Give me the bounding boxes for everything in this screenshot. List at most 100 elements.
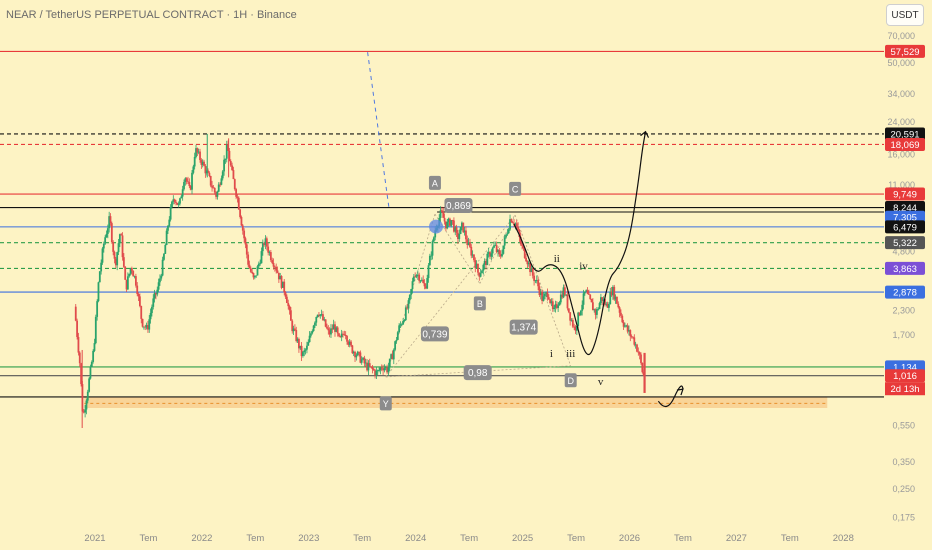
- candle-body: [147, 325, 149, 330]
- x-tick-label: Tem: [781, 533, 799, 544]
- candle-body: [98, 271, 101, 283]
- candle-body: [379, 367, 382, 371]
- candle-body: [538, 286, 541, 296]
- price-tag: 6,479: [885, 220, 925, 234]
- candle-body: [289, 310, 292, 321]
- candle-body: [233, 179, 236, 190]
- fib-ratio-label: 0,869: [446, 201, 471, 212]
- candle-body: [164, 245, 167, 254]
- candle-body: [291, 320, 294, 332]
- wave-label: iv: [579, 261, 588, 273]
- candle-body: [236, 196, 239, 198]
- candle-body: [215, 192, 217, 197]
- candle-body: [304, 349, 307, 351]
- candle-body: [323, 319, 326, 321]
- candle-body: [168, 219, 171, 226]
- candle-body: [281, 281, 284, 288]
- candle-body: [463, 230, 466, 233]
- candle-body: [587, 293, 590, 295]
- candle-body: [608, 304, 610, 308]
- candle-body: [132, 270, 135, 277]
- candle-body: [263, 243, 266, 245]
- candle-body: [618, 307, 621, 313]
- candle-body: [396, 332, 399, 340]
- candle-body: [483, 261, 486, 265]
- candle-body: [285, 296, 288, 303]
- candle-body: [260, 251, 263, 264]
- candle-body: [303, 350, 306, 353]
- candle-body: [267, 246, 270, 253]
- candle-body: [638, 352, 641, 355]
- candle-body: [392, 349, 395, 360]
- candle-body: [407, 300, 410, 309]
- candle-body: [173, 199, 176, 202]
- candle-body: [561, 294, 564, 298]
- candle-body: [112, 242, 115, 252]
- price-tag-bg: [885, 285, 925, 299]
- candle-body: [602, 299, 605, 301]
- candle-body: [416, 274, 419, 276]
- x-tick-label: 2027: [726, 533, 747, 544]
- candle-body: [479, 273, 482, 277]
- candle-body: [412, 276, 415, 282]
- candle-body: [109, 216, 112, 224]
- candle-body: [255, 275, 258, 277]
- candle-body: [523, 248, 526, 259]
- candle-body: [299, 345, 302, 349]
- candle-body: [106, 228, 109, 234]
- candle-body: [522, 245, 525, 249]
- price-tag: 5,322: [885, 236, 925, 250]
- price-tag-label: 6,479: [893, 222, 917, 233]
- candle-body: [227, 144, 229, 151]
- candle-body: [104, 237, 107, 244]
- candle-body: [571, 319, 574, 327]
- candle-body: [204, 165, 207, 174]
- candle-body: [225, 144, 228, 159]
- wave-label: v: [598, 376, 604, 388]
- candle-body: [334, 324, 336, 332]
- candle-body: [422, 279, 425, 284]
- candle-body: [251, 271, 254, 274]
- candle-body: [617, 303, 620, 308]
- candle-body: [609, 291, 612, 305]
- candle-body: [400, 324, 403, 326]
- candle-body: [312, 325, 315, 332]
- candle-body: [478, 272, 481, 277]
- candle-body: [138, 296, 141, 307]
- candle-body: [167, 225, 169, 231]
- price-tag-bg: [885, 187, 925, 201]
- candle-body: [354, 351, 356, 358]
- candle-body: [149, 313, 152, 320]
- candle-body: [322, 314, 324, 321]
- candle-body: [311, 331, 314, 334]
- candle-body: [82, 411, 85, 413]
- currency-unit-button[interactable]: USDT: [886, 4, 924, 26]
- candle-body: [574, 326, 577, 331]
- candle-body: [490, 253, 493, 257]
- candle-body: [411, 281, 414, 290]
- candle-body: [605, 303, 608, 305]
- candle-body: [586, 290, 589, 294]
- candle-body: [402, 321, 405, 325]
- candle-body: [307, 342, 310, 346]
- candle-body: [108, 216, 111, 229]
- candle-body: [192, 166, 195, 173]
- candle-body: [292, 328, 295, 332]
- candle-body: [360, 359, 363, 363]
- price-tag: 20,591: [885, 127, 925, 140]
- candle-body: [398, 325, 401, 333]
- candle-body: [187, 181, 189, 183]
- candle-body: [487, 252, 490, 254]
- countdown-tag-bg: [885, 382, 925, 396]
- candle-body: [256, 266, 259, 276]
- candle-body: [434, 230, 437, 238]
- candle-body: [76, 320, 78, 338]
- candle-body: [125, 279, 128, 290]
- candle-body: [134, 276, 137, 286]
- candle-body: [624, 325, 626, 327]
- candle-body: [113, 251, 116, 259]
- candle-body: [535, 279, 538, 281]
- candle-body: [276, 270, 279, 273]
- candle-body: [140, 306, 143, 319]
